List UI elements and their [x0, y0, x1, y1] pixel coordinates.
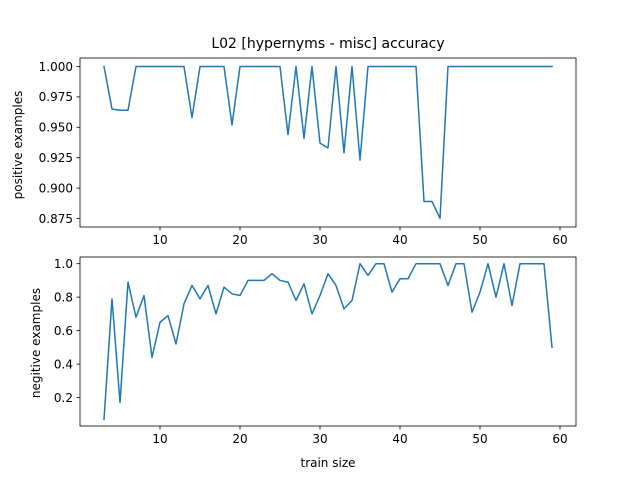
x-tick-label: 10	[152, 432, 167, 446]
y-tick-label: 0.900	[39, 181, 73, 195]
axes-frame	[79, 57, 577, 228]
chart-title: L02 [hypernyms - misc] accuracy	[211, 36, 444, 52]
x-tick-label: 10	[152, 233, 167, 247]
top-y-axis-label: positive examples	[11, 91, 25, 200]
bottom-x-axis-label: train size	[300, 456, 355, 470]
y-tick-label: 0.6	[54, 324, 73, 338]
y-tick-label: 0.8	[54, 290, 73, 304]
x-tick-label: 50	[472, 233, 487, 247]
x-tick-label: 50	[472, 432, 487, 446]
y-tick-label: 1.0	[54, 257, 73, 271]
x-tick-label: 20	[232, 432, 247, 446]
y-tick-label: 0.925	[39, 151, 73, 165]
y-tick-label: 0.975	[39, 90, 73, 104]
bottom-y-axis-label: negitive examples	[29, 288, 43, 398]
series-line	[103, 262, 553, 421]
y-tick-label: 0.2	[54, 391, 73, 405]
x-tick-label: 40	[392, 432, 407, 446]
y-tick-label: 0.950	[39, 121, 73, 135]
x-tick-label: 60	[552, 432, 567, 446]
axes-frame	[79, 256, 577, 427]
y-tick-label: 0.4	[54, 357, 73, 371]
top-axes: 0.875 0.900 0.925 0.950 0.975 1.000 10 20 30 40 50…	[39, 57, 577, 247]
y-tick-label: 1.000	[39, 60, 73, 74]
y-tick-label: 0.875	[39, 212, 73, 226]
x-tick-label: 20	[232, 233, 247, 247]
bottom-axes: 0.2 0.4 0.6 0.8 1.0 10 20 30 40 50 60	[54, 256, 577, 446]
x-tick-label: 60	[552, 233, 567, 247]
series-line	[103, 65, 553, 220]
x-tick-label: 30	[312, 432, 327, 446]
x-tick-label: 30	[312, 233, 327, 247]
x-tick-label: 40	[392, 233, 407, 247]
